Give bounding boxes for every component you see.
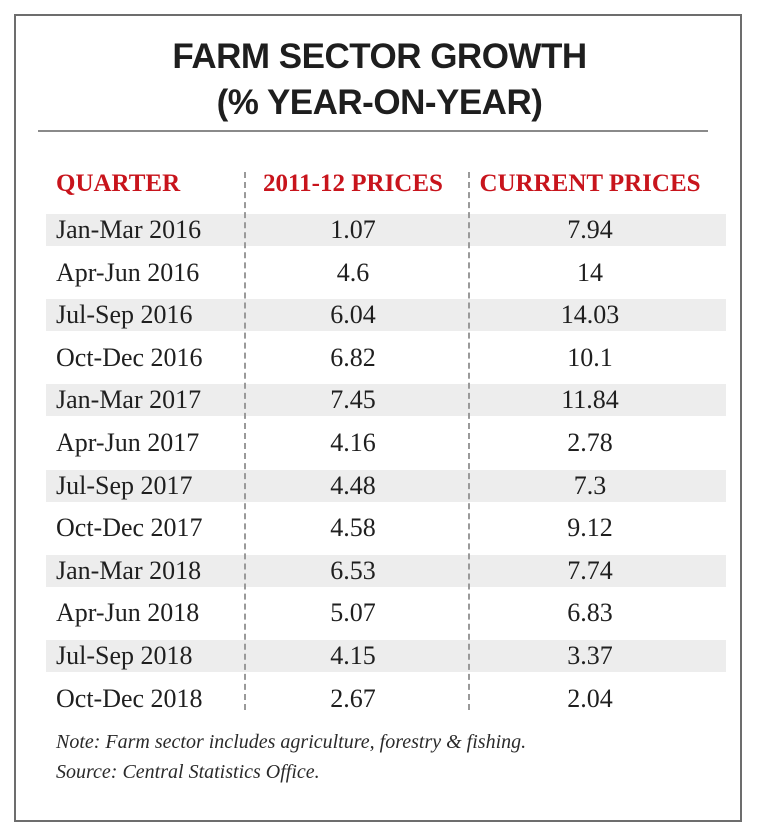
cell-current-prices: 3.37	[567, 641, 613, 670]
table-title: FARM SECTOR GROWTH (% YEAR-ON-YEAR)	[0, 34, 759, 126]
table-note: Note: Farm sector includes agriculture, …	[56, 731, 527, 753]
cell-current-prices: 14	[577, 257, 603, 287]
cell-quarter: Apr-Jun 2016	[56, 257, 200, 287]
table-row: Jan-Mar 2016 1.07 7.94	[46, 214, 726, 246]
cell-2011-12-prices: 2.67	[330, 683, 376, 713]
table-row: Oct-Dec 2018 2.67 2.04	[46, 683, 726, 715]
cell-2011-12-prices: 7.45	[330, 385, 376, 415]
cell-quarter: Oct-Dec 2016	[56, 342, 203, 372]
column-divider-2	[468, 172, 470, 710]
table-row: Jan-Mar 2017 7.45 11.84	[46, 384, 726, 417]
table-row: Apr-Jun 2016 4.6 14	[46, 257, 726, 289]
title-line-1: FARM SECTOR GROWTH	[172, 37, 587, 76]
cell-quarter: Jul-Sep 2016	[56, 300, 193, 330]
cell-2011-12-prices: 4.6	[336, 257, 370, 287]
cell-2011-12-prices: 6.82	[330, 342, 376, 372]
table-row: Jul-Sep 2018 4.15 3.37	[46, 640, 726, 672]
title-line-2: (% YEAR-ON-YEAR)	[216, 83, 543, 122]
title-divider	[38, 130, 708, 132]
column-divider-1	[244, 172, 246, 710]
table-frame	[14, 14, 742, 822]
cell-current-prices: 7.3	[573, 470, 607, 500]
cell-2011-12-prices: 4.16	[330, 428, 376, 457]
cell-current-prices: 2.78	[567, 428, 613, 457]
cell-current-prices: 6.83	[567, 598, 613, 628]
table-row: Apr-Jun 2017 4.16 2.78	[46, 427, 726, 459]
table-row: Jul-Sep 2016 6.04 14.03	[46, 299, 726, 332]
cell-current-prices: 11.84	[561, 385, 619, 415]
header-current-prices: CURRENT PRICES	[479, 170, 701, 197]
cell-current-prices: 7.94	[567, 215, 613, 244]
cell-current-prices: 9.12	[567, 513, 613, 543]
cell-quarter: Apr-Jun 2017	[56, 428, 200, 457]
table-row: Apr-Jun 2018 5.07 6.83	[46, 597, 726, 629]
table-row: Jan-Mar 2018 6.53 7.74	[46, 554, 726, 587]
table-row: Oct-Dec 2017 4.58 9.12	[46, 512, 726, 544]
cell-quarter: Jan-Mar 2017	[56, 385, 202, 415]
cell-2011-12-prices: 4.15	[330, 641, 376, 670]
cell-2011-12-prices: 4.48	[330, 470, 376, 500]
cell-current-prices: 10.1	[567, 342, 613, 372]
header-2011-12-prices: 2011-12 PRICES	[263, 170, 443, 197]
cell-2011-12-prices: 4.58	[330, 513, 376, 543]
table-row: Jul-Sep 2017 4.48 7.3	[46, 469, 726, 502]
cell-quarter: Oct-Dec 2018	[56, 683, 203, 713]
cell-quarter: Jan-Mar 2016	[56, 215, 202, 244]
cell-quarter: Apr-Jun 2018	[56, 598, 200, 628]
cell-2011-12-prices: 6.53	[330, 555, 376, 585]
cell-2011-12-prices: 5.07	[330, 598, 376, 628]
cell-2011-12-prices: 6.04	[330, 300, 376, 330]
table-row: Oct-Dec 2016 6.82 10.1	[46, 342, 726, 374]
cell-2011-12-prices: 1.07	[330, 215, 376, 244]
header-quarter: QUARTER	[56, 170, 181, 197]
table-source: Source: Central Statistics Office.	[56, 761, 320, 783]
cell-current-prices: 14.03	[560, 300, 620, 330]
cell-current-prices: 7.74	[567, 555, 613, 585]
cell-quarter: Oct-Dec 2017	[56, 513, 203, 543]
cell-quarter: Jul-Sep 2017	[56, 470, 193, 500]
cell-quarter: Jan-Mar 2018	[56, 555, 202, 585]
cell-current-prices: 2.04	[567, 683, 613, 713]
cell-quarter: Jul-Sep 2018	[56, 641, 193, 670]
